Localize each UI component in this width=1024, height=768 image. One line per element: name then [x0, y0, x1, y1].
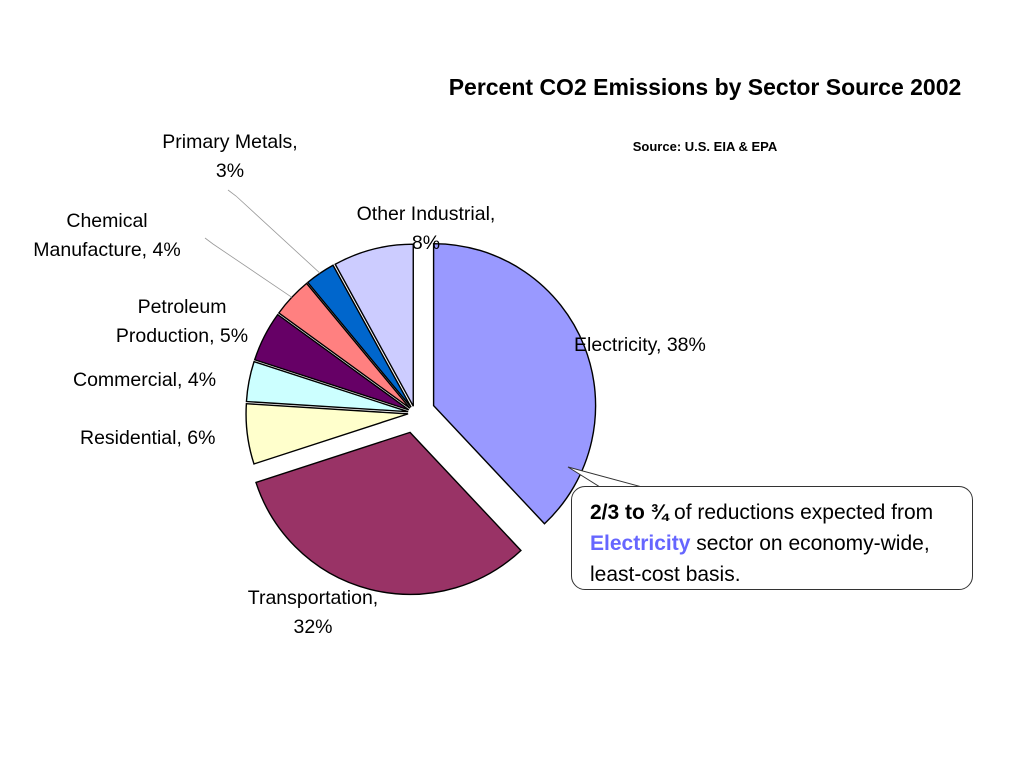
slice-label-primary-metals: Primary Metals, 3%: [162, 131, 298, 182]
pie-slice-other-industrial: [334, 243, 414, 407]
pie-slice-transportation: [255, 431, 522, 596]
chart-subtitle: Source: U.S. EIA & EPA: [632, 139, 778, 154]
slice-label-other-industrial: Other Industrial, 8%: [356, 203, 496, 254]
pie-slice-petroleum-production: [253, 313, 410, 411]
slice-label-commercial: Commercial, 4%: [73, 369, 217, 391]
chart-title: Percent CO2 Emissions by Sector Source 2…: [448, 74, 962, 100]
callout-text-2: sector on economy-wide, least-cost basis…: [590, 532, 930, 586]
slice-label-residential: Residential, 6%: [80, 427, 216, 449]
callout-highlight: Electricity: [590, 532, 691, 555]
callout-bold-prefix: 2/3 to ¾: [590, 501, 669, 524]
leader-line-chemical-manufacture: [204, 237, 293, 298]
slice-label-transportation: Transportation, 32%: [247, 587, 379, 638]
electricity-callout: 2/3 to ¾ of reductions expected from Ele…: [571, 486, 973, 590]
pie-slice-commercial: [245, 360, 409, 413]
callout-text-1: of reductions expected from: [668, 501, 934, 524]
slice-label-electricity: Electricity, 38%: [574, 334, 706, 356]
slice-label-chemical-manufacture: Chemical Manufacture, 4%: [33, 210, 181, 261]
pie-slice-electricity: [432, 242, 597, 525]
slice-label-petroleum-production: Petroleum Production, 5%: [115, 296, 249, 347]
leader-line-primary-metals: [227, 189, 321, 274]
pie-slice-residential: [245, 402, 409, 465]
